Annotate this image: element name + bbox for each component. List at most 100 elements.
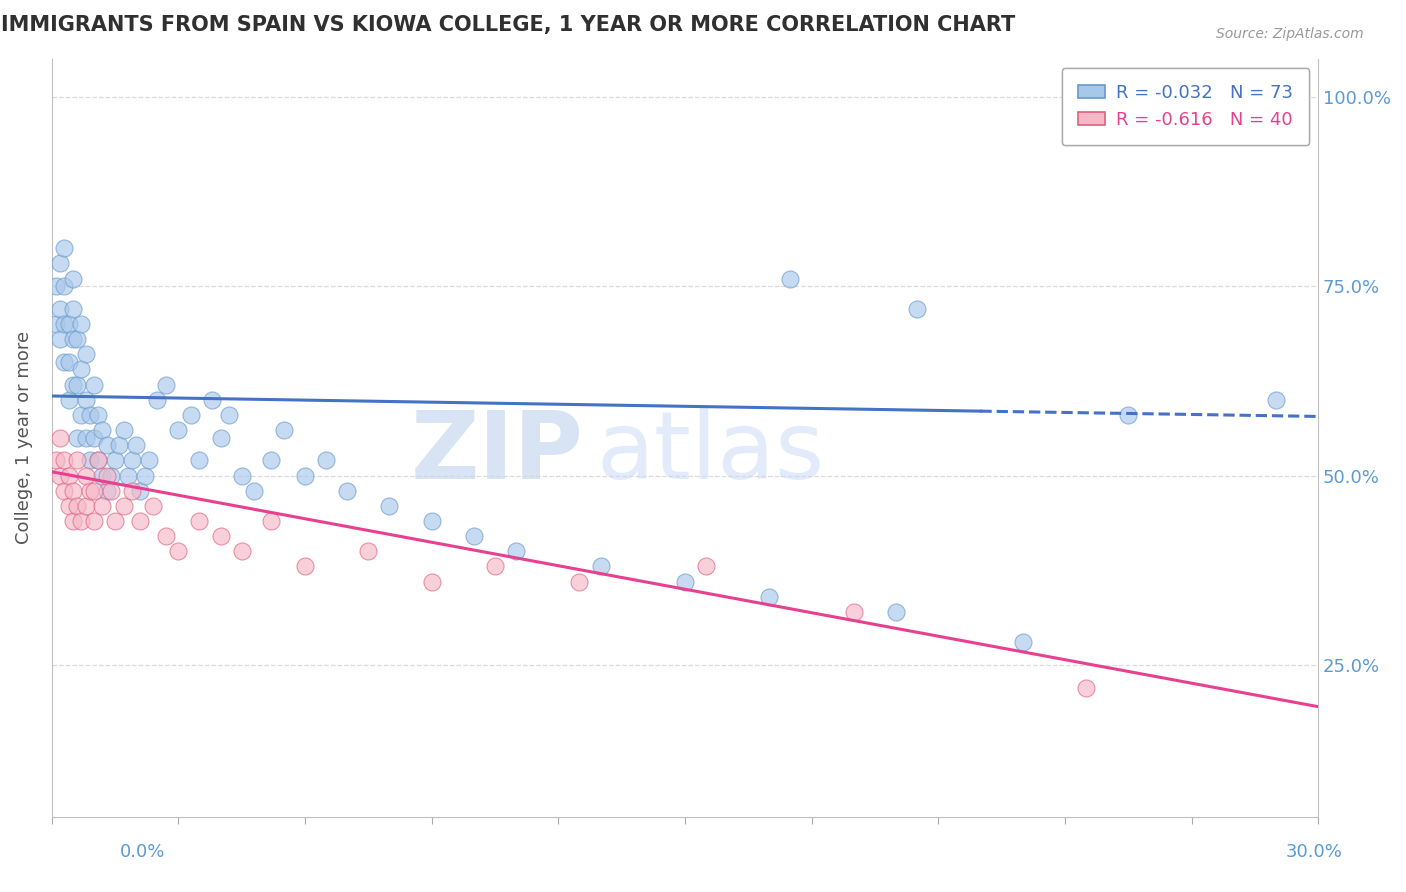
Point: [62, 271, 84, 285]
Point: [294, 559, 316, 574]
Text: atlas: atlas: [596, 407, 824, 499]
Point: [905, 301, 928, 316]
Point: [231, 544, 253, 558]
Point: [79, 408, 101, 422]
Point: [96, 483, 118, 498]
Point: [180, 408, 202, 422]
Text: IMMIGRANTS FROM SPAIN VS KIOWA COLLEGE, 1 YEAR OR MORE CORRELATION CHART: IMMIGRANTS FROM SPAIN VS KIOWA COLLEGE, …: [1, 15, 1015, 35]
Point: [104, 514, 127, 528]
Point: [218, 408, 240, 422]
Point: [117, 468, 139, 483]
Point: [484, 559, 506, 574]
Point: [673, 574, 696, 589]
Point: [209, 529, 232, 543]
Point: [758, 590, 780, 604]
Point: [420, 514, 443, 528]
Point: [66, 453, 89, 467]
Point: [134, 468, 156, 483]
Point: [188, 453, 211, 467]
Point: [155, 377, 177, 392]
Text: ZIP: ZIP: [411, 407, 583, 499]
Point: [70, 408, 93, 422]
Point: [420, 574, 443, 589]
Point: [100, 468, 122, 483]
Point: [231, 468, 253, 483]
Point: [1116, 408, 1139, 422]
Point: [83, 431, 105, 445]
Point: [112, 423, 135, 437]
Point: [87, 453, 110, 467]
Point: [201, 392, 224, 407]
Point: [146, 392, 169, 407]
Point: [79, 453, 101, 467]
Point: [58, 317, 80, 331]
Point: [104, 453, 127, 467]
Point: [505, 544, 527, 558]
Point: [167, 544, 190, 558]
Point: [273, 423, 295, 437]
Point: [142, 499, 165, 513]
Point: [75, 431, 97, 445]
Point: [45, 279, 67, 293]
Point: [49, 301, 72, 316]
Point: [568, 574, 591, 589]
Point: [129, 514, 152, 528]
Point: [842, 605, 865, 619]
Point: [209, 431, 232, 445]
Point: [1264, 392, 1286, 407]
Point: [58, 355, 80, 369]
Point: [66, 332, 89, 346]
Point: [96, 468, 118, 483]
Point: [53, 317, 76, 331]
Point: [62, 332, 84, 346]
Point: [1011, 635, 1033, 649]
Point: [884, 605, 907, 619]
Point: [58, 468, 80, 483]
Point: [70, 317, 93, 331]
Point: [294, 468, 316, 483]
Point: [62, 301, 84, 316]
Text: 30.0%: 30.0%: [1286, 843, 1343, 861]
Text: Source: ZipAtlas.com: Source: ZipAtlas.com: [1216, 27, 1364, 41]
Point: [315, 453, 337, 467]
Point: [112, 499, 135, 513]
Point: [66, 499, 89, 513]
Point: [62, 377, 84, 392]
Point: [49, 468, 72, 483]
Point: [66, 377, 89, 392]
Point: [75, 499, 97, 513]
Point: [463, 529, 485, 543]
Point: [91, 423, 114, 437]
Point: [75, 392, 97, 407]
Point: [138, 453, 160, 467]
Point: [87, 408, 110, 422]
Point: [75, 468, 97, 483]
Point: [129, 483, 152, 498]
Point: [125, 438, 148, 452]
Point: [70, 514, 93, 528]
Text: 0.0%: 0.0%: [120, 843, 165, 861]
Point: [62, 483, 84, 498]
Point: [53, 279, 76, 293]
Point: [121, 453, 143, 467]
Point: [260, 453, 283, 467]
Point: [70, 362, 93, 376]
Point: [91, 468, 114, 483]
Point: [53, 483, 76, 498]
Point: [49, 431, 72, 445]
Point: [378, 499, 401, 513]
Point: [58, 499, 80, 513]
Point: [779, 271, 801, 285]
Y-axis label: College, 1 year or more: College, 1 year or more: [15, 331, 32, 544]
Point: [336, 483, 359, 498]
Point: [83, 483, 105, 498]
Point: [91, 499, 114, 513]
Point: [108, 438, 131, 452]
Point: [62, 514, 84, 528]
Point: [75, 347, 97, 361]
Point: [66, 431, 89, 445]
Point: [83, 377, 105, 392]
Point: [49, 332, 72, 346]
Point: [357, 544, 380, 558]
Point: [155, 529, 177, 543]
